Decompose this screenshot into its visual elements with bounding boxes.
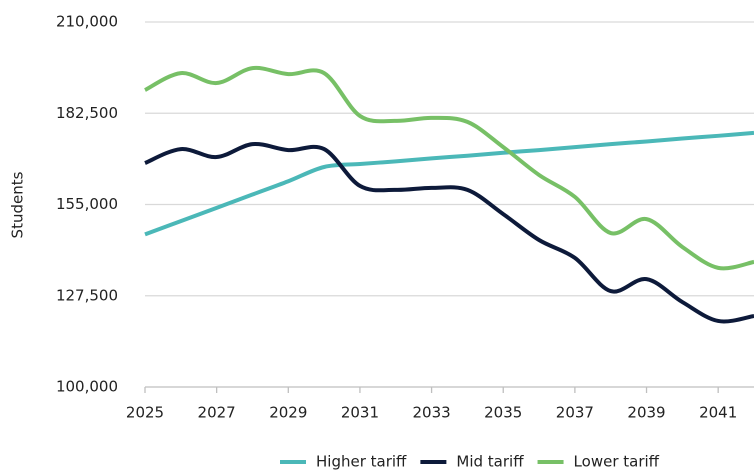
x-tick-label: 2039 bbox=[627, 404, 665, 422]
legend-label: Mid tariff bbox=[456, 453, 524, 471]
y-tick-label: 100,000 bbox=[56, 378, 118, 396]
y-axis-label: Students bbox=[9, 171, 27, 238]
y-tick-label: 127,500 bbox=[56, 286, 118, 304]
series-line bbox=[144, 65, 754, 271]
x-tick-label: 2037 bbox=[556, 404, 594, 422]
x-tick-label: 2025 bbox=[126, 404, 164, 422]
x-tick-label: 2031 bbox=[341, 404, 379, 422]
legend-label: Lower tariff bbox=[574, 453, 660, 471]
series-line bbox=[144, 141, 754, 324]
x-tick-label: 2035 bbox=[484, 404, 522, 422]
x-tick-label: 2033 bbox=[412, 404, 450, 422]
x-tick-label: 2027 bbox=[198, 404, 236, 422]
y-tick-label: 182,500 bbox=[56, 104, 118, 122]
y-tick-label: 210,000 bbox=[56, 13, 118, 31]
x-tick-label: 2029 bbox=[269, 404, 307, 422]
legend-label: Higher tariff bbox=[316, 453, 407, 471]
y-tick-label: 155,000 bbox=[56, 195, 118, 213]
x-tick-label: 2041 bbox=[699, 404, 737, 422]
series-line bbox=[144, 130, 754, 237]
